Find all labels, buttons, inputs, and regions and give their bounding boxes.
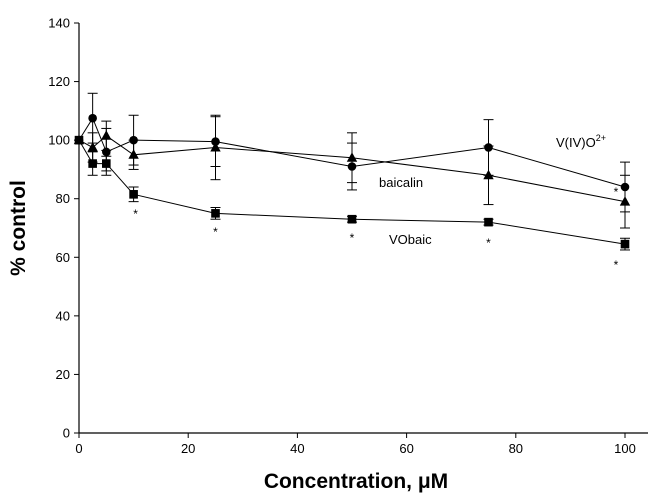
annotation-vivo2-base: V(IV)O [556, 135, 596, 150]
series-triangle [73, 114, 631, 229]
data-point-triangle [346, 152, 358, 162]
data-point-square [347, 214, 357, 224]
series-line [78, 135, 626, 203]
annotation-vivo2: V(IV)O2+ [556, 133, 606, 150]
axes [78, 23, 648, 434]
significance-star: * [350, 231, 355, 245]
series-layer [73, 92, 631, 251]
y-ticks: 0 20 40 60 80 100 120 140 [48, 16, 79, 441]
y-tick-label: 120 [48, 74, 70, 89]
y-tick-label: 100 [48, 133, 70, 148]
data-point-square [211, 209, 220, 218]
y-tick-label: 60 [56, 250, 70, 265]
data-point-square [88, 159, 97, 168]
significance-star: * [486, 236, 491, 250]
x-axis-title: Concentration, μM [264, 470, 448, 493]
data-point-square [620, 239, 630, 249]
series-line [78, 117, 626, 188]
x-tick-label: 0 [75, 441, 82, 456]
significance-star: * [213, 225, 218, 239]
x-tick-label: 80 [509, 441, 523, 456]
y-axis-title: % control [7, 180, 30, 276]
data-point-triangle [87, 142, 98, 152]
data-point-square [74, 135, 84, 145]
data-point-triangle [619, 196, 631, 206]
data-point-square [129, 190, 138, 199]
x-tick-label: 40 [290, 441, 304, 456]
x-tick-label: 100 [614, 441, 636, 456]
data-point-triangle [128, 149, 139, 159]
significance-star: * [133, 207, 138, 221]
y-tick-label: 20 [56, 367, 70, 382]
y-tick-label: 80 [56, 191, 70, 206]
data-point-circle [102, 147, 111, 157]
data-point-triangle [483, 169, 494, 180]
data-point-square [484, 217, 493, 227]
annotation-vobaic: VObaic [389, 232, 432, 247]
data-point-square [102, 159, 111, 168]
y-tick-label: 40 [56, 308, 70, 323]
x-tick-label: 20 [181, 441, 195, 456]
annotation-baicalin: baicalin [379, 175, 423, 190]
data-point-circle [88, 113, 97, 123]
series-square [74, 135, 630, 251]
data-point-triangle [101, 130, 112, 140]
y-tick-label: 140 [48, 16, 70, 31]
significance-star: * [614, 258, 619, 272]
x-tick-label: 60 [399, 441, 413, 456]
significance-marks: * * * * * * * [106, 150, 619, 272]
significance-star: * [106, 150, 111, 164]
data-point-triangle [210, 142, 221, 152]
significance-star: * [614, 185, 619, 199]
y-tick-label: 0 [63, 426, 70, 441]
annotation-vivo2-superscript: 2+ [596, 133, 606, 143]
x-ticks: 0 20 40 60 80 100 [75, 433, 636, 456]
